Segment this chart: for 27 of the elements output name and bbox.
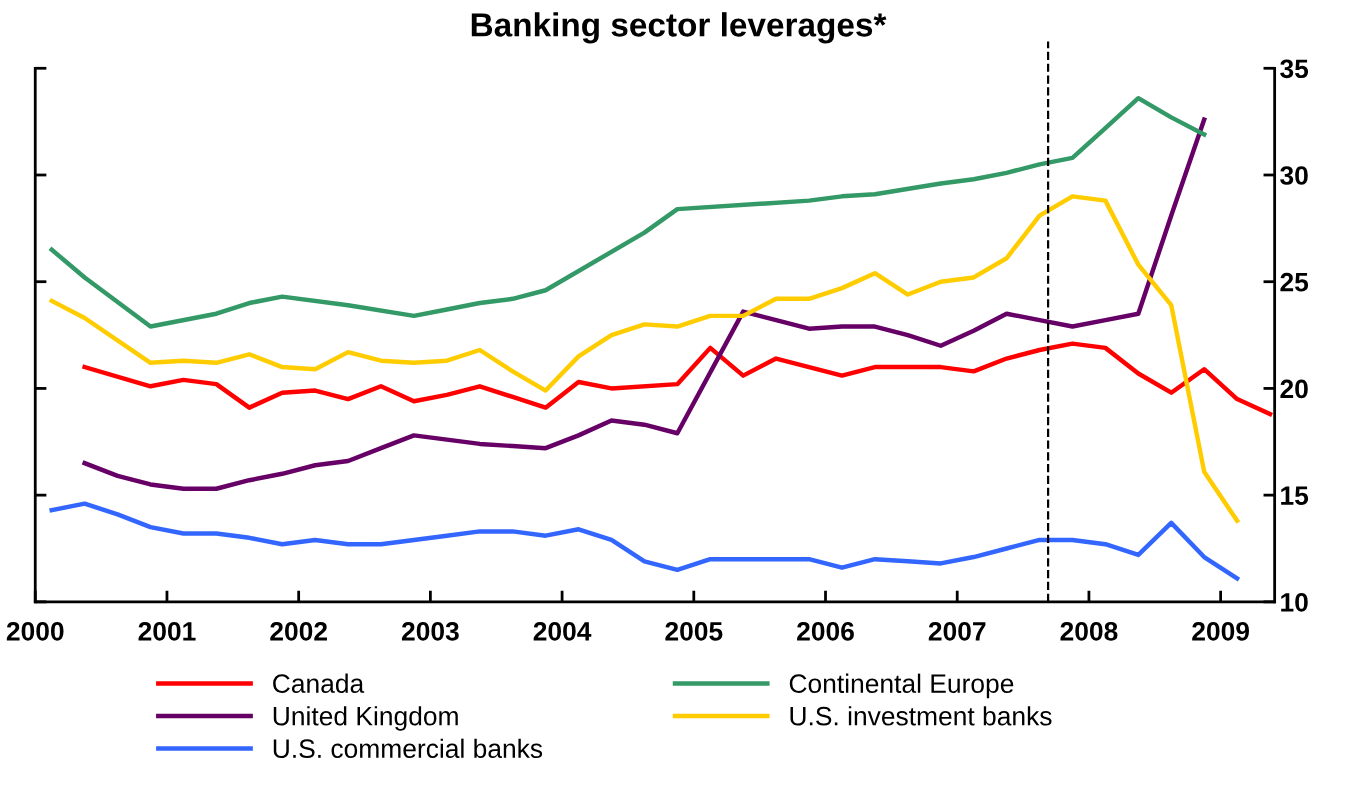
x-tick-label: 2000 <box>6 621 64 641</box>
x-tick-label: 2001 <box>138 621 196 641</box>
y-tick-label: 15 <box>1281 486 1309 505</box>
legend-label: United Kingdom <box>273 706 458 731</box>
x-tick-label: 2005 <box>665 621 723 641</box>
line-series <box>82 341 1273 417</box>
line-series <box>82 117 1207 491</box>
x-tick-label: 2007 <box>928 621 986 641</box>
line-series <box>49 194 1240 523</box>
y-tick-label: 25 <box>1280 272 1309 292</box>
chart-title: Banking sector leverages* <box>471 12 887 44</box>
x-tick-label: 2008 <box>1060 621 1118 641</box>
x-tick-label: 2004 <box>533 621 592 641</box>
y-tick-label: 35 <box>1280 59 1309 79</box>
x-tick-label: 2003 <box>401 621 459 641</box>
y-tick-label: 30 <box>1280 166 1308 185</box>
legend-label: Canada <box>273 673 365 694</box>
x-tick-label: 2006 <box>797 621 854 641</box>
x-tick-label: 2009 <box>1192 621 1250 641</box>
line-series <box>49 95 1207 329</box>
x-tick-label: 2002 <box>270 621 327 641</box>
legend-label: Continental Europe <box>789 673 1014 699</box>
line-series <box>49 501 1240 581</box>
legend-label: U.S. commercial banks <box>273 738 543 759</box>
y-tick-label: 10 <box>1281 592 1308 612</box>
legend-label: U.S. investment banks <box>790 706 1052 726</box>
y-tick-label: 20 <box>1280 379 1308 399</box>
